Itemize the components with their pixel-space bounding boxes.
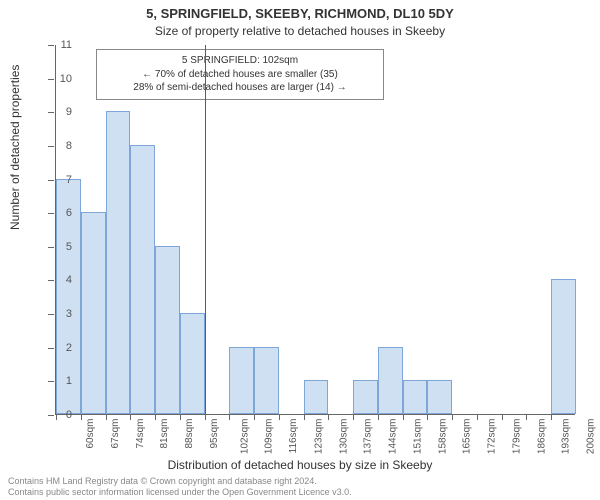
x-tick-label: 74sqm: [135, 419, 146, 449]
y-tick-label: 10: [42, 73, 72, 85]
histogram-bar: [254, 347, 279, 414]
footer-line2: Contains public sector information licen…: [8, 487, 352, 498]
x-tick-label: 179sqm: [512, 419, 523, 455]
x-tick-label: 193sqm: [561, 419, 572, 455]
footer-line1: Contains HM Land Registry data © Crown c…: [8, 476, 352, 487]
x-tick: [526, 414, 527, 420]
y-tick-label: 3: [42, 308, 72, 320]
annotation-line1: 5 SPRINGFIELD: 102sqm: [105, 54, 375, 68]
y-tick-label: 8: [42, 140, 72, 152]
plot-area: 5 SPRINGFIELD: 102sqm ← 70% of detached …: [55, 45, 575, 415]
histogram-bar: [403, 380, 428, 414]
x-tick-label: 95sqm: [209, 419, 220, 449]
histogram-bar: [180, 313, 205, 414]
footer-attribution: Contains HM Land Registry data © Crown c…: [8, 476, 352, 498]
x-tick: [205, 414, 206, 420]
x-tick: [551, 414, 552, 420]
x-tick-label: 158sqm: [437, 419, 448, 455]
reference-line: [205, 45, 206, 414]
x-tick: [254, 414, 255, 420]
chart-container: 5, SPRINGFIELD, SKEEBY, RICHMOND, DL10 5…: [0, 0, 600, 500]
x-tick: [452, 414, 453, 420]
y-tick-label: 5: [42, 241, 72, 253]
x-tick-label: 200sqm: [586, 419, 597, 455]
x-tick-label: 102sqm: [239, 419, 250, 455]
x-tick-label: 109sqm: [264, 419, 275, 455]
x-tick: [502, 414, 503, 420]
chart-title-sub: Size of property relative to detached ho…: [0, 24, 600, 38]
histogram-bar: [378, 347, 403, 414]
x-tick-label: 151sqm: [412, 419, 423, 455]
x-tick-label: 165sqm: [462, 419, 473, 455]
x-tick-label: 130sqm: [338, 419, 349, 455]
y-tick-label: 2: [42, 342, 72, 354]
histogram-bar: [130, 145, 155, 414]
histogram-bar: [551, 279, 576, 414]
x-tick: [328, 414, 329, 420]
x-tick-label: 144sqm: [388, 419, 399, 455]
x-tick-label: 81sqm: [159, 419, 170, 449]
histogram-bar: [155, 246, 180, 414]
y-axis-title: Number of detached properties: [8, 65, 22, 230]
annotation-box: 5 SPRINGFIELD: 102sqm ← 70% of detached …: [96, 49, 384, 100]
histogram-bar: [427, 380, 452, 414]
annotation-line3: 28% of semi-detached houses are larger (…: [105, 81, 375, 95]
x-tick-label: 60sqm: [85, 419, 96, 449]
x-tick: [130, 414, 131, 420]
y-tick-label: 0: [42, 409, 72, 421]
x-tick-label: 137sqm: [363, 419, 374, 455]
chart-title-main: 5, SPRINGFIELD, SKEEBY, RICHMOND, DL10 5…: [0, 6, 600, 21]
x-tick: [155, 414, 156, 420]
y-tick-label: 4: [42, 274, 72, 286]
x-tick: [180, 414, 181, 420]
x-tick: [279, 414, 280, 420]
x-tick: [81, 414, 82, 420]
x-tick-label: 172sqm: [487, 419, 498, 455]
annotation-line2: ← 70% of detached houses are smaller (35…: [105, 68, 375, 82]
x-tick: [106, 414, 107, 420]
x-tick: [477, 414, 478, 420]
x-tick: [427, 414, 428, 420]
x-tick-label: 67sqm: [110, 419, 121, 449]
y-tick-label: 9: [42, 106, 72, 118]
x-axis-title: Distribution of detached houses by size …: [0, 458, 600, 472]
x-tick: [229, 414, 230, 420]
x-tick-label: 116sqm: [288, 419, 299, 454]
y-tick-label: 1: [42, 375, 72, 387]
x-tick: [378, 414, 379, 420]
histogram-bar: [106, 111, 131, 414]
y-tick-label: 6: [42, 207, 72, 219]
x-tick-label: 186sqm: [536, 419, 547, 455]
x-tick: [353, 414, 354, 420]
x-tick-label: 88sqm: [184, 419, 195, 449]
x-tick-label: 123sqm: [313, 419, 324, 455]
y-tick-label: 7: [42, 174, 72, 186]
histogram-bar: [81, 212, 106, 414]
histogram-bar: [353, 380, 378, 414]
x-tick: [403, 414, 404, 420]
x-tick: [304, 414, 305, 420]
histogram-bar: [304, 380, 329, 414]
histogram-bar: [229, 347, 254, 414]
y-tick-label: 11: [42, 39, 72, 51]
